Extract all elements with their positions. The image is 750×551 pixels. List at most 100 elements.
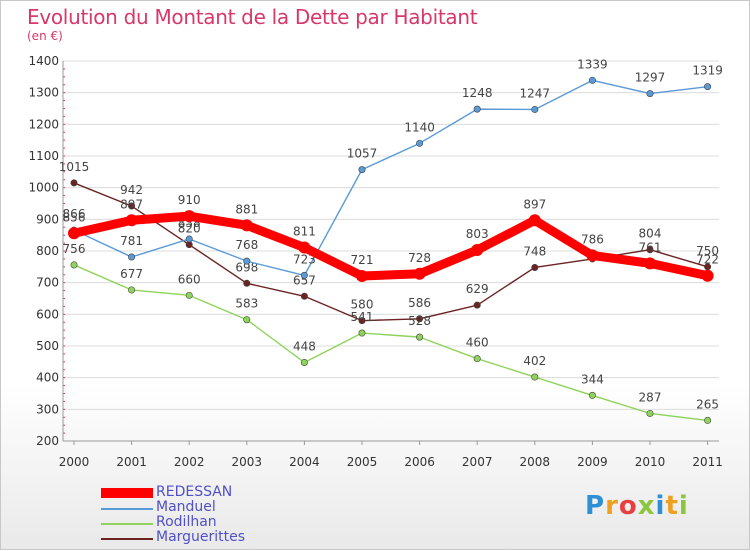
legend-label: Rodilhan xyxy=(156,514,217,530)
data-point-manduel xyxy=(416,139,424,147)
data-point-redessan xyxy=(413,267,426,280)
data-label-redessan: 721 xyxy=(351,253,374,267)
data-point-rodilhan xyxy=(531,373,539,381)
x-tick-label: 2011 xyxy=(692,455,723,469)
data-point-redessan xyxy=(701,269,714,282)
data-label-manduel: 1140 xyxy=(404,120,435,134)
chart-title: Evolution du Montant de la Dette par Hab… xyxy=(27,5,478,29)
data-point-rodilhan xyxy=(243,316,251,324)
data-label-redessan: 803 xyxy=(466,227,489,241)
x-tick-label: 2002 xyxy=(174,455,205,469)
legend-label: Marguerittes xyxy=(156,529,246,545)
legend-label: REDESSAN xyxy=(156,484,233,500)
data-point-rodilhan xyxy=(128,286,136,294)
data-point-manduel xyxy=(646,90,654,98)
data-label-marguerittes: 629 xyxy=(466,282,489,296)
x-tick-label: 2008 xyxy=(520,455,551,469)
chart-unit-label: (en €) xyxy=(27,29,63,43)
data-label-manduel: 781 xyxy=(120,234,143,248)
legend-label: Manduel xyxy=(156,499,216,515)
data-label-manduel: 1057 xyxy=(347,147,378,161)
data-label-rodilhan: 287 xyxy=(639,390,662,404)
data-point-marguerittes xyxy=(531,263,539,271)
legend-swatch xyxy=(101,538,153,540)
data-point-manduel xyxy=(300,271,308,279)
data-point-marguerittes xyxy=(300,292,308,300)
data-point-rodilhan xyxy=(704,416,712,424)
data-point-manduel xyxy=(185,235,193,243)
data-label-rodilhan: 265 xyxy=(696,397,719,411)
data-label-manduel: 723 xyxy=(293,252,316,266)
data-label-redessan: 811 xyxy=(293,225,316,239)
data-point-rodilhan xyxy=(588,391,596,399)
data-label-marguerittes: 804 xyxy=(639,227,662,241)
data-point-redessan xyxy=(586,249,599,262)
data-label-marguerittes: 748 xyxy=(523,244,546,258)
data-point-manduel xyxy=(128,253,136,261)
data-point-rodilhan xyxy=(646,409,654,417)
data-label-redessan: 728 xyxy=(408,251,431,265)
data-label-rodilhan: 402 xyxy=(523,354,546,368)
y-tick-label: 700 xyxy=(36,276,59,290)
y-tick-label: 500 xyxy=(36,339,59,353)
legend-swatch xyxy=(101,488,153,498)
data-label-redessan: 881 xyxy=(235,202,258,216)
y-tick-label: 200 xyxy=(36,434,59,448)
data-point-rodilhan xyxy=(300,358,308,366)
data-label-manduel: 1247 xyxy=(520,86,551,100)
data-point-marguerittes xyxy=(416,315,424,323)
series-line-rodilhan xyxy=(73,264,709,422)
x-tick-label: 2009 xyxy=(577,455,608,469)
data-point-rodilhan xyxy=(416,333,424,341)
data-label-redessan: 722 xyxy=(696,253,719,267)
data-label-marguerittes: 942 xyxy=(120,183,143,197)
data-label-marguerittes: 580 xyxy=(351,298,374,312)
data-label-redessan: 897 xyxy=(120,197,143,211)
x-tick-label: 2004 xyxy=(289,455,320,469)
data-label-marguerittes: 586 xyxy=(408,296,431,310)
data-label-rodilhan: 344 xyxy=(581,372,604,386)
data-point-manduel xyxy=(588,76,596,84)
data-label-manduel: 768 xyxy=(235,238,258,252)
data-label-manduel: 866 xyxy=(63,207,86,221)
data-point-rodilhan xyxy=(70,261,78,269)
data-point-marguerittes xyxy=(473,301,481,309)
y-tick-label: 300 xyxy=(36,402,59,416)
data-label-rodilhan: 677 xyxy=(120,267,143,281)
data-label-redessan: 856 xyxy=(63,210,86,224)
y-tick-label: 1200 xyxy=(28,117,59,131)
data-point-rodilhan xyxy=(473,355,481,363)
data-label-redessan: 761 xyxy=(639,240,662,254)
data-point-rodilhan xyxy=(185,291,193,299)
x-tick-label: 2003 xyxy=(232,455,263,469)
x-tick-label: 2000 xyxy=(59,455,90,469)
data-label-rodilhan: 583 xyxy=(235,297,258,311)
data-label-rodilhan: 660 xyxy=(178,272,201,286)
data-label-manduel: 1297 xyxy=(635,71,666,85)
data-point-marguerittes xyxy=(128,202,136,210)
y-tick-label: 1000 xyxy=(28,181,59,195)
data-label-manduel: 1339 xyxy=(577,57,608,71)
x-tick-label: 2007 xyxy=(462,455,493,469)
data-label-rodilhan: 541 xyxy=(351,310,374,324)
proxiti-logo: Proxiti xyxy=(585,491,689,521)
data-label-marguerittes: 820 xyxy=(178,222,201,236)
data-label-rodilhan: 460 xyxy=(466,336,489,350)
y-tick-label: 1300 xyxy=(28,86,59,100)
x-tick-label: 2010 xyxy=(635,455,666,469)
data-label-marguerittes: 1015 xyxy=(59,160,90,174)
y-tick-label: 400 xyxy=(36,371,59,385)
data-label-manduel: 1319 xyxy=(692,64,723,78)
x-tick-label: 2006 xyxy=(404,455,435,469)
y-tick-label: 900 xyxy=(36,212,59,226)
data-point-redessan xyxy=(240,219,253,232)
data-point-marguerittes xyxy=(70,179,78,187)
data-label-marguerittes: 657 xyxy=(293,273,316,287)
data-point-rodilhan xyxy=(358,329,366,337)
series-line-marguerittes xyxy=(73,182,709,322)
data-label-rodilhan: 756 xyxy=(63,242,86,256)
data-point-manduel xyxy=(704,83,712,91)
data-label-marguerittes: 750 xyxy=(696,244,719,258)
